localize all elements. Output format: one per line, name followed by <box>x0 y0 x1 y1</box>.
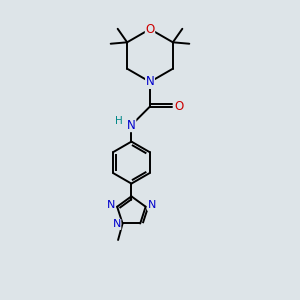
Text: N: N <box>112 219 121 230</box>
Text: N: N <box>107 200 115 210</box>
Text: N: N <box>127 118 136 132</box>
Text: O: O <box>174 100 183 113</box>
Text: H: H <box>115 116 123 127</box>
Text: O: O <box>146 22 154 36</box>
Text: N: N <box>148 200 156 210</box>
Text: N: N <box>146 75 154 88</box>
